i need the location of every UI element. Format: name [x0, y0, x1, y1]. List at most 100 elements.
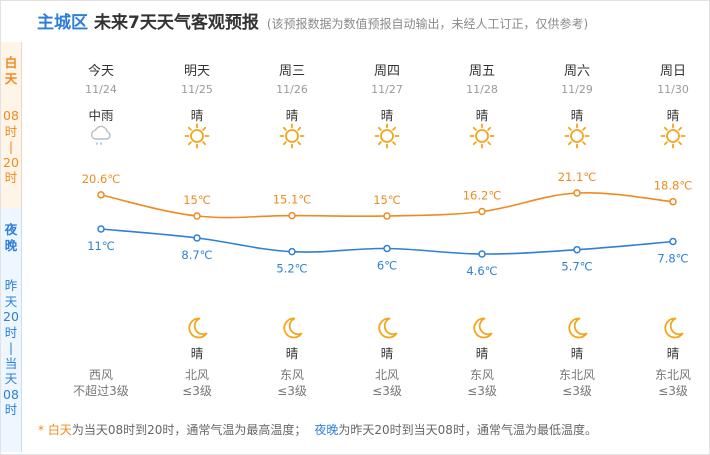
high-temp-label: 15℃ [373, 193, 401, 207]
day-range-text: 08 时 | 20 时 [1, 108, 21, 186]
night-range-part: 昨 [4, 278, 18, 293]
sun-icon [184, 123, 210, 149]
forecast-header: 主城区 未来7天天气客观预报 (该预报数据为数值预报自动输出，未经人工订正，仅供… [37, 8, 589, 33]
low-temp-point [288, 247, 296, 256]
moon-icon [469, 315, 495, 341]
day-date: 11/24 [85, 83, 117, 96]
low-temp-point [478, 250, 486, 258]
day-date: 11/27 [371, 83, 403, 96]
low-temp-label: 4.6℃ [466, 264, 497, 278]
moon-icon [660, 315, 686, 341]
day-range-part: 时 [4, 123, 18, 139]
sun-icon [660, 123, 686, 149]
footer-night-desc: 为昨天20时到当天08时，通常气温为最低温度。 [338, 423, 597, 437]
high-temp-point [288, 211, 296, 220]
low-temp-point [193, 234, 201, 242]
day-range-part: 20 [3, 154, 19, 170]
night-weather: 晴 [380, 346, 394, 361]
night-label-char: 晚 [4, 237, 18, 253]
night-range-part: 20 [3, 309, 19, 324]
day-label-text: 白 天 [1, 55, 21, 86]
day-date: 11/30 [657, 83, 689, 96]
wind-level: ≤3级 [658, 384, 688, 398]
day-date: 11/29 [561, 83, 593, 96]
night-range-part: 当 [4, 355, 18, 371]
day-weather: 晴 [475, 108, 489, 123]
sun-icon [279, 123, 305, 149]
day-name: 周五 [468, 64, 495, 79]
day-range-part: | [8, 139, 14, 154]
wind-direction: 东风 [279, 368, 304, 382]
night-range-part: | [8, 340, 14, 355]
night-range-part: 天 [4, 371, 18, 386]
wind-level: ≤3级 [277, 384, 307, 398]
high-temp-label: 18.8℃ [654, 179, 693, 193]
footer-day-word: 白天 [47, 423, 72, 437]
day-date: 11/26 [276, 83, 308, 96]
day-name: 周三 [278, 64, 305, 79]
night-weather: 晴 [285, 346, 299, 361]
night-weather: 晴 [570, 346, 584, 361]
wind-direction: 西风 [88, 368, 113, 382]
day-name: 周六 [563, 64, 590, 79]
high-temp-point [193, 212, 201, 220]
low-temp-point [97, 225, 105, 233]
day-weather: 晴 [380, 108, 394, 123]
day-name: 明天 [183, 64, 210, 79]
wind-direction: 东风 [469, 368, 494, 382]
moon-icon [564, 315, 590, 341]
low-temp-label: 7.8℃ [657, 252, 688, 266]
day-date: 11/25 [181, 83, 213, 96]
low-temp-label: 8.7℃ [181, 248, 212, 262]
day-weather: 晴 [285, 108, 299, 123]
high-temp-point [573, 189, 581, 197]
low-temp-point [383, 244, 391, 253]
disclaimer-note: (该预报数据为数值预报自动输出，未经人工订正，仅供参考) [266, 17, 589, 31]
wind-level: ≤3级 [562, 384, 592, 398]
high-temp-label: 20.6℃ [82, 172, 121, 186]
night-weather: 晴 [475, 346, 489, 361]
low-temp-point [573, 245, 581, 254]
wind-level: 不超过3级 [73, 384, 129, 398]
night-weather: 晴 [190, 346, 204, 361]
day-date: 11/28 [466, 83, 498, 96]
day-range-part: 时 [4, 170, 18, 185]
day-period-label: 白 天 08 时 | 20 时 [1, 42, 22, 208]
footer-night-word: 夜晚 [314, 423, 339, 437]
night-range-part: 时 [4, 324, 18, 340]
footer-note: * 白天为当天08时到20时，通常气温为最高温度； 夜晚为昨天20时到当天08时，… [38, 421, 597, 438]
night-range-text: 昨 天 20 时 | 当 天 08 时 [1, 278, 21, 418]
day-weather: 中雨 [88, 108, 114, 123]
moon-icon [184, 315, 210, 341]
high-temp-point [383, 212, 391, 220]
day-weather: 晴 [666, 108, 680, 123]
footer-day-desc: 为当天08时到20时，通常气温为最高温度； [71, 423, 307, 437]
sun-icon [374, 123, 400, 149]
night-range-part: 时 [4, 402, 18, 417]
high-temp-label: 16.2℃ [463, 188, 502, 202]
high-temp-label: 15.1℃ [273, 193, 312, 207]
sun-icon [469, 123, 495, 149]
district-name[interactable]: 主城区 [37, 13, 88, 33]
low-temp-label: 5.2℃ [276, 262, 307, 276]
night-label-char: 夜 [4, 222, 18, 237]
wind-direction: 东北风 [654, 368, 691, 382]
wind-direction: 东北风 [558, 368, 595, 382]
moon-icon [374, 315, 400, 341]
low-temp-point [669, 237, 677, 246]
wind-level: ≤3级 [372, 384, 402, 398]
moon-icon [279, 315, 305, 341]
wind-direction: 北风 [184, 368, 209, 382]
high-temp-label: 21.1℃ [558, 170, 597, 184]
page-title: 未来7天天气客观预报 [94, 13, 259, 33]
wind-direction: 北风 [374, 368, 399, 382]
day-label-char: 天 [4, 70, 18, 86]
footer-star: * [38, 423, 48, 437]
high-temp-point [669, 197, 677, 206]
sun-icon [564, 123, 590, 149]
day-range-part: 08 [3, 108, 19, 123]
day-weather: 晴 [570, 108, 584, 123]
high-temp-point [478, 207, 486, 216]
high-temp-point [97, 191, 105, 199]
